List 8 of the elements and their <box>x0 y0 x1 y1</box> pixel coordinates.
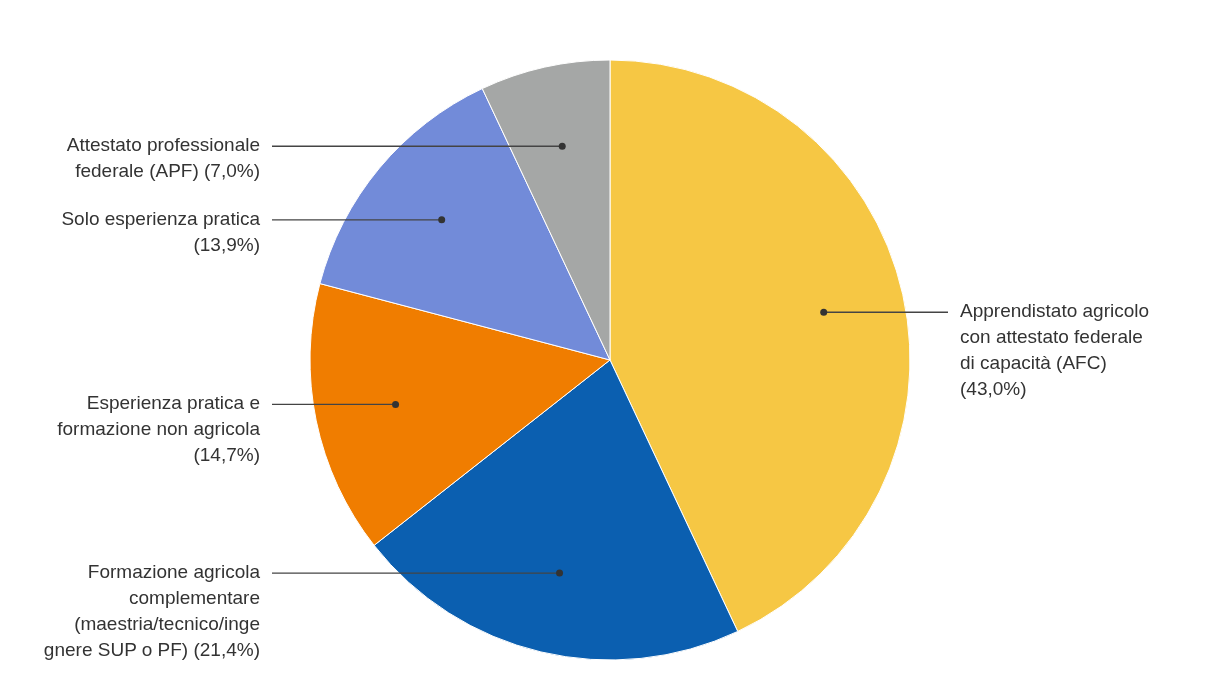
slice-label: Apprendistato agricolo con attestato federale di capacità (AFC) <box>960 300 1150 374</box>
slice-label: Solo esperienza pratica <box>61 207 261 229</box>
data-label: (43,0%) <box>960 378 1027 400</box>
data-label: (14,7%) <box>193 444 260 466</box>
slice-label: Attestato professionale federale (APF) (7,0%) <box>66 134 260 182</box>
slice-label: Formazione agricola complementare (maestria/tecnico/ingegnere SUP o PF) (21,4%) <box>43 561 261 661</box>
data-label: (13,9%) <box>193 233 260 255</box>
slice-label: Esperienza pratica e formazione non agricola <box>57 392 261 440</box>
